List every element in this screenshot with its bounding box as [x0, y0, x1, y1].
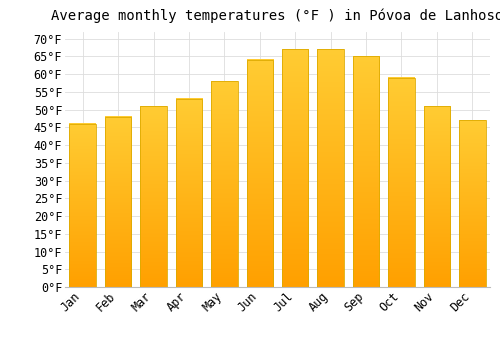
Bar [70, 124, 96, 287]
Bar [282, 49, 308, 287]
Bar [318, 49, 344, 287]
Bar [388, 78, 414, 287]
Bar [246, 60, 273, 287]
Bar [459, 120, 485, 287]
Bar [105, 117, 132, 287]
Bar [176, 99, 202, 287]
Bar [424, 106, 450, 287]
Bar [211, 81, 238, 287]
Bar [140, 106, 167, 287]
Title: Average monthly temperatures (°F ) in Póvoa de Lanhoso: Average monthly temperatures (°F ) in Pó… [52, 9, 500, 23]
Bar [353, 56, 380, 287]
